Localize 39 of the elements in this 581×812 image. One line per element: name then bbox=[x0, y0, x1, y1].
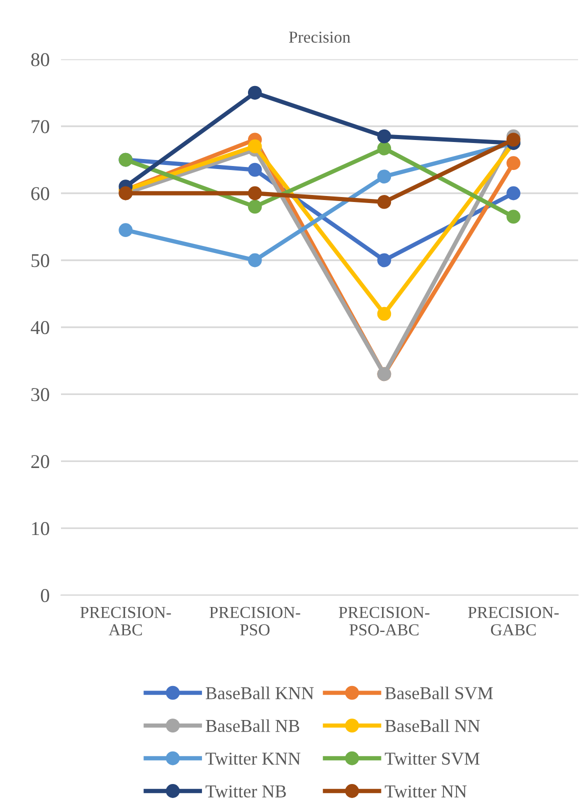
point bbox=[248, 162, 262, 177]
y-tick-label: 50 bbox=[32, 254, 50, 268]
point bbox=[377, 306, 392, 321]
legend-label: Twitter SVM bbox=[384, 752, 480, 765]
legend-label: Twitter NB bbox=[206, 785, 286, 798]
legend-label: BaseBall KNN bbox=[206, 686, 314, 700]
y-tick-label: 20 bbox=[31, 455, 50, 468]
point bbox=[248, 200, 262, 214]
y-tick-label: 60 bbox=[31, 187, 50, 200]
legend-label: Twitter KNN bbox=[206, 752, 300, 765]
point bbox=[377, 141, 392, 156]
y-tick-label: 40 bbox=[30, 321, 50, 334]
y-tick-label: 70 bbox=[32, 120, 50, 134]
point bbox=[377, 129, 392, 144]
point bbox=[377, 253, 392, 268]
x-tick-label: PRECISION- ABC bbox=[80, 606, 171, 636]
x-tick-label: PRECISION- PSO-ABC bbox=[338, 606, 430, 636]
y-tick-label: 80 bbox=[31, 53, 50, 66]
point bbox=[506, 156, 520, 170]
legend-label: BaseBall NN bbox=[385, 719, 480, 732]
point bbox=[377, 195, 392, 209]
point bbox=[248, 139, 262, 154]
point bbox=[506, 132, 520, 147]
point bbox=[377, 170, 392, 184]
point bbox=[118, 223, 133, 238]
point bbox=[248, 253, 262, 268]
legend-label: Twitter NN bbox=[384, 785, 467, 798]
y-tick-label: 30 bbox=[31, 388, 50, 402]
point bbox=[506, 210, 520, 224]
x-tick-label: PRECISION- PSO bbox=[210, 606, 300, 636]
point bbox=[248, 186, 262, 200]
legend-label: BaseBall SVM bbox=[385, 686, 493, 700]
y-tick-label: 10 bbox=[32, 522, 50, 536]
point bbox=[506, 186, 520, 200]
chart-title: Precision bbox=[289, 32, 350, 43]
point bbox=[248, 86, 262, 100]
x-tick-label: PRECISION- GABC bbox=[468, 606, 559, 636]
y-tick-label: 0 bbox=[40, 589, 50, 602]
legend-label: BaseBall NB bbox=[206, 719, 300, 732]
